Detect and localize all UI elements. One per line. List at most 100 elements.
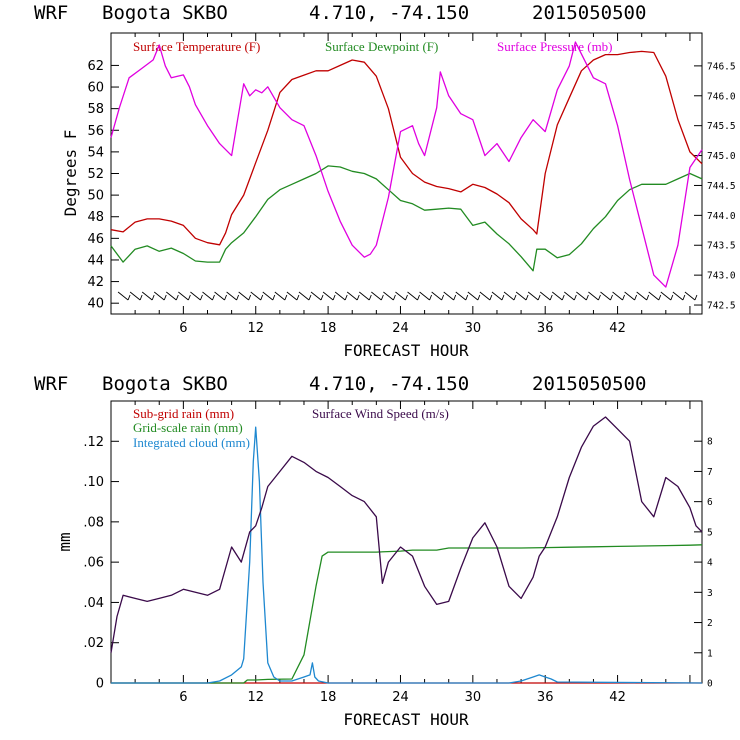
panel2-line-grid-scale-rain	[111, 544, 703, 684]
wind-barb-shaft	[467, 291, 479, 301]
panel2-ytick-label: .06	[83, 556, 104, 571]
wind-barb-shaft	[660, 291, 672, 301]
wind-barb-shaft	[576, 291, 587, 301]
wind-barb-flag	[549, 294, 553, 301]
wind-barb-shaft	[551, 291, 563, 301]
wind-barb-flag	[465, 294, 469, 301]
wind-barb-shaft	[395, 291, 406, 301]
panel2-xtick-label: 42	[609, 690, 626, 705]
wind-barb-shaft	[310, 291, 322, 301]
wind-barb-shaft	[431, 291, 442, 301]
panel2-y2tick-label: 1	[707, 648, 713, 659]
wind-barb-shaft	[503, 291, 515, 301]
wind-barb-shaft	[419, 291, 430, 301]
wind-barb-flag	[682, 294, 686, 301]
panel1-y2tick-label: 744.0	[707, 211, 736, 222]
panel2-coords: 4.710, -74.150	[309, 373, 469, 395]
wind-barb-shaft	[624, 291, 635, 301]
wind-barb-flag	[441, 294, 445, 301]
panel2-ytick-label: 0	[96, 677, 104, 692]
panel2-station: Bogota SKBO	[102, 373, 228, 395]
wind-barb-shaft	[141, 291, 153, 301]
panel2-y2tick-label: 6	[707, 497, 713, 508]
wind-barb-flag	[163, 294, 167, 301]
panel2-y2tick-label: 3	[707, 588, 713, 599]
panel1-xtick-label: 42	[609, 321, 626, 336]
panel1-ytick-label: 48	[87, 210, 104, 225]
wind-barb-shaft	[178, 291, 189, 301]
wind-barb-shaft	[491, 291, 503, 301]
wind-barb-flag	[561, 294, 565, 301]
panel1-ytick-label: 56	[87, 124, 104, 139]
wind-barb-flag	[392, 294, 396, 301]
wind-barb-flag	[212, 294, 215, 301]
panel2-xtick-label: 12	[247, 690, 264, 705]
wind-barb-flag	[380, 294, 384, 301]
legend-sub-grid-rain: Sub-grid rain (mm)	[133, 406, 234, 421]
panel1-xtick-label: 12	[247, 321, 264, 336]
panel1-xtick-label: 6	[179, 321, 187, 336]
panel1-ytick-label: 42	[87, 275, 104, 290]
wind-barb-flag	[573, 294, 577, 301]
wind-barb-shaft	[479, 291, 491, 301]
panel-precipitation: WRF Bogota SKBO 4.710, -74.150 201505050…	[34, 373, 713, 729]
wind-barb-flag	[489, 294, 493, 301]
wind-barb-shaft	[166, 291, 177, 301]
wind-barb-shaft	[407, 291, 418, 301]
wind-barb-shaft	[383, 291, 394, 301]
wind-barb-flag	[368, 294, 372, 301]
panel2-y2tick-label: 8	[707, 437, 713, 448]
panel2-ytick-label: .10	[83, 475, 104, 490]
panel2-ylabel: mm	[55, 532, 74, 551]
wind-barb-flag	[405, 294, 408, 301]
panel1-xtick-label: 24	[392, 321, 409, 336]
wind-barb-flag	[537, 294, 541, 301]
wind-barb-shaft	[600, 291, 611, 301]
panel2-line-integrated-cloud	[111, 426, 703, 684]
wind-barb-shaft	[648, 291, 660, 301]
panel1-ytick-label: 52	[87, 167, 104, 182]
panel2-y2tick-label: 2	[707, 618, 713, 629]
wind-barb-shaft	[202, 291, 213, 301]
panel-temperature: WRF Bogota SKBO 4.710, -74.150 201505050…	[34, 2, 736, 360]
panel2-xtick-label: 30	[465, 690, 482, 705]
panel1-coords: 4.710, -74.150	[309, 2, 469, 24]
wind-barb-shaft	[117, 291, 129, 301]
wind-barb-shaft	[274, 291, 286, 301]
panel2-ticks: 6 12 18 24 30 36 420.02.04.06.08.10.1201234567…	[83, 401, 713, 705]
wind-barb-shaft	[527, 291, 539, 301]
wind-barb-flag	[248, 294, 252, 301]
panel2-xtick-label: 36	[537, 690, 554, 705]
panel2-run: 2015050500	[532, 373, 646, 395]
panel1-ytick-label: 50	[87, 189, 104, 204]
wind-barb-flag	[296, 294, 300, 301]
wind-barb-flag	[513, 294, 517, 301]
wind-barb-shaft	[515, 291, 527, 301]
wind-barb-shaft	[286, 291, 298, 301]
wind-barb-flag	[453, 294, 457, 301]
wind-barb-flag	[272, 294, 276, 301]
wind-barb-shaft	[588, 291, 599, 301]
panel2-xtick-label: 18	[320, 690, 337, 705]
panel1-xtick-label: 30	[465, 321, 482, 336]
wind-barb-shaft	[346, 291, 358, 301]
wind-barb-flag	[320, 294, 324, 301]
legend-surface-dewpoint: Surface Dewpoint (F)	[325, 39, 438, 54]
panel2-y2tick-label: 4	[707, 558, 713, 569]
wind-barb-shaft	[684, 291, 696, 301]
panel2-model: WRF	[34, 373, 68, 395]
wind-barb-flag	[236, 294, 240, 301]
wind-barb-flag	[658, 294, 662, 301]
panel1-ticks: 6 12 18 24 30 36 42 40 42 44 46 48 50 52 54 56 58 60 62 742…	[87, 33, 736, 336]
wind-barb-flag	[477, 294, 481, 301]
wind-barb-flag	[344, 294, 348, 301]
wind-barb-shaft	[238, 291, 249, 301]
panel1-xtick-label: 18	[320, 321, 337, 336]
panel2-y2tick-label: 7	[707, 467, 713, 478]
wind-barb-flag	[417, 294, 420, 301]
panel1-line-surface-temperature	[110, 50, 703, 246]
wind-barb-shaft	[455, 291, 467, 301]
wind-barbs-row	[117, 291, 698, 301]
wind-barb-shaft	[359, 291, 370, 301]
wind-barb-shaft	[322, 291, 334, 301]
